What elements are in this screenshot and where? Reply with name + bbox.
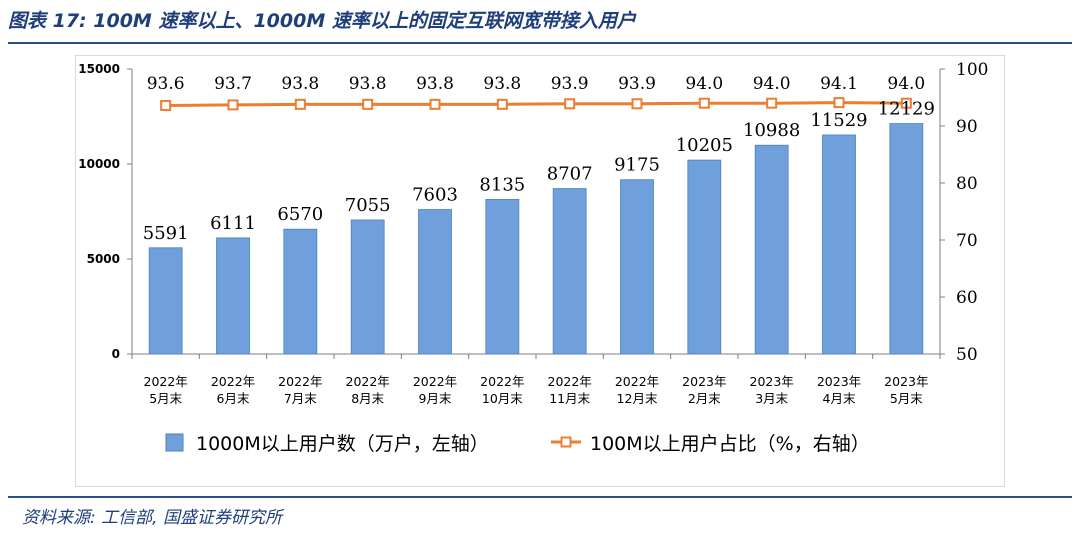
title-rule [8, 42, 1072, 44]
bar [148, 247, 183, 355]
share-line [165, 101, 907, 107]
right-tick-label: 70 [956, 231, 978, 251]
labels-group: 5591 6111 6570 7055 7603 8135 8707 9175 10205 109… [143, 74, 935, 244]
bar [620, 179, 654, 355]
share-point [362, 98, 374, 110]
share-data-label: 94.0 [685, 74, 723, 94]
bars-group [148, 123, 924, 355]
x-tick-label-year: 2022年 [615, 374, 659, 389]
share-point [766, 97, 778, 109]
right-tick-label: 80 [956, 174, 978, 194]
bar [350, 219, 385, 355]
bar-data-label: 11529 [810, 110, 867, 131]
left-tick-label: 10000 [78, 157, 120, 171]
bar [485, 199, 520, 355]
legend-bar-label: 1000M以上用户数（万户，左轴） [196, 433, 489, 455]
bar [754, 144, 789, 355]
share-point [496, 98, 508, 110]
share-point [631, 98, 643, 110]
left-tick-label: 0 [112, 347, 120, 361]
left-tick-label: 15000 [78, 62, 120, 76]
bar-data-label: 6111 [210, 213, 256, 234]
bar [418, 209, 452, 355]
share-data-label: 93.8 [483, 74, 521, 94]
share-data-label: 93.9 [551, 74, 589, 94]
x-tick-label-month: 11月末 [549, 391, 590, 406]
legend-bar-swatch [165, 433, 184, 452]
share-data-label: 93.8 [349, 74, 387, 94]
x-tick-label-month: 6月末 [217, 391, 250, 406]
bar-data-label: 10988 [743, 120, 800, 141]
bar [687, 159, 722, 355]
source-note: 资料来源: 工信部, 国盛证券研究所 [22, 508, 282, 528]
bar-data-label: 8135 [479, 174, 525, 195]
share-data-label: 93.6 [147, 74, 185, 94]
share-data-label: 94.1 [820, 74, 858, 94]
source-rule [8, 496, 1072, 498]
share-point [227, 99, 239, 111]
x-tick-label-year: 2023年 [817, 374, 861, 389]
x-tick-label-year: 2023年 [884, 374, 928, 389]
x-tick-label-year: 2022年 [144, 374, 188, 389]
bar-data-label: 8707 [547, 164, 593, 185]
share-point [698, 97, 710, 109]
x-tick-label-year: 2022年 [413, 374, 457, 389]
bar [889, 123, 924, 355]
x-tick-label-year: 2022年 [548, 374, 592, 389]
right-tick-label: 90 [956, 117, 978, 137]
x-tick-label-month: 2月末 [688, 391, 721, 406]
legend-group: 1000M以上用户数（万户，左轴） 100M以上用户占比（%，右轴） [165, 433, 870, 455]
share-point [564, 98, 576, 110]
right-tick-label: 50 [956, 345, 978, 365]
bar-data-label: 10205 [676, 135, 733, 156]
share-point [160, 99, 172, 111]
bar [216, 237, 250, 355]
right-tick-label: 100 [956, 60, 988, 80]
bar-data-label: 5591 [143, 223, 189, 244]
share-point [294, 98, 306, 110]
x-tick-label-month: 5月末 [149, 391, 182, 406]
x-tick-label-year: 2023年 [750, 374, 794, 389]
x-tick-label-month: 9月末 [419, 391, 452, 406]
x-tick-label-month: 4月末 [823, 391, 856, 406]
x-tick-label-month: 3月末 [755, 391, 788, 406]
bar [822, 134, 856, 355]
share-data-label: 94.0 [887, 74, 925, 94]
x-tick-label-month: 10月末 [482, 391, 523, 406]
share-data-label: 93.8 [281, 74, 319, 94]
share-point [833, 97, 845, 109]
left-tick-label: 5000 [87, 252, 120, 266]
bar [283, 228, 318, 355]
x-tick-label-month: 5月末 [890, 391, 923, 406]
bar [552, 188, 587, 355]
bar-data-label: 9175 [614, 155, 660, 176]
share-data-label: 93.9 [618, 74, 656, 94]
legend-line-marker [560, 436, 572, 448]
x-tick-label-year: 2022年 [278, 374, 322, 389]
bar-data-label: 6570 [277, 204, 323, 225]
share-data-label: 93.7 [214, 74, 252, 94]
line-group [160, 97, 912, 111]
figure-title: 图表 17: 100M 速率以上、1000M 速率以上的固定互联网宽带接入用户 [8, 10, 636, 32]
share-data-label: 94.0 [753, 74, 791, 94]
x-tick-label-year: 2022年 [346, 374, 390, 389]
x-tick-label-year: 2023年 [682, 374, 726, 389]
x-tick-label-month: 8月末 [351, 391, 384, 406]
x-tick-label-year: 2022年 [480, 374, 524, 389]
share-data-label: 93.8 [416, 74, 454, 94]
x-tick-label-month: 7月末 [284, 391, 317, 406]
bar-data-label: 7055 [345, 195, 391, 216]
share-point [900, 97, 912, 109]
bar-data-label: 7603 [412, 185, 458, 206]
share-point [429, 98, 441, 110]
x-tick-label-year: 2022年 [211, 374, 255, 389]
x-tick-label-month: 12月末 [617, 391, 658, 406]
bar-data-label: 12129 [878, 99, 935, 120]
legend-line-label: 100M以上用户占比（%，右轴） [590, 433, 870, 455]
axes-group: 0 5000 10000 15000 50 60 70 80 90 100 2022年 5月末 2022… [78, 60, 988, 406]
right-tick-label: 60 [956, 288, 978, 308]
